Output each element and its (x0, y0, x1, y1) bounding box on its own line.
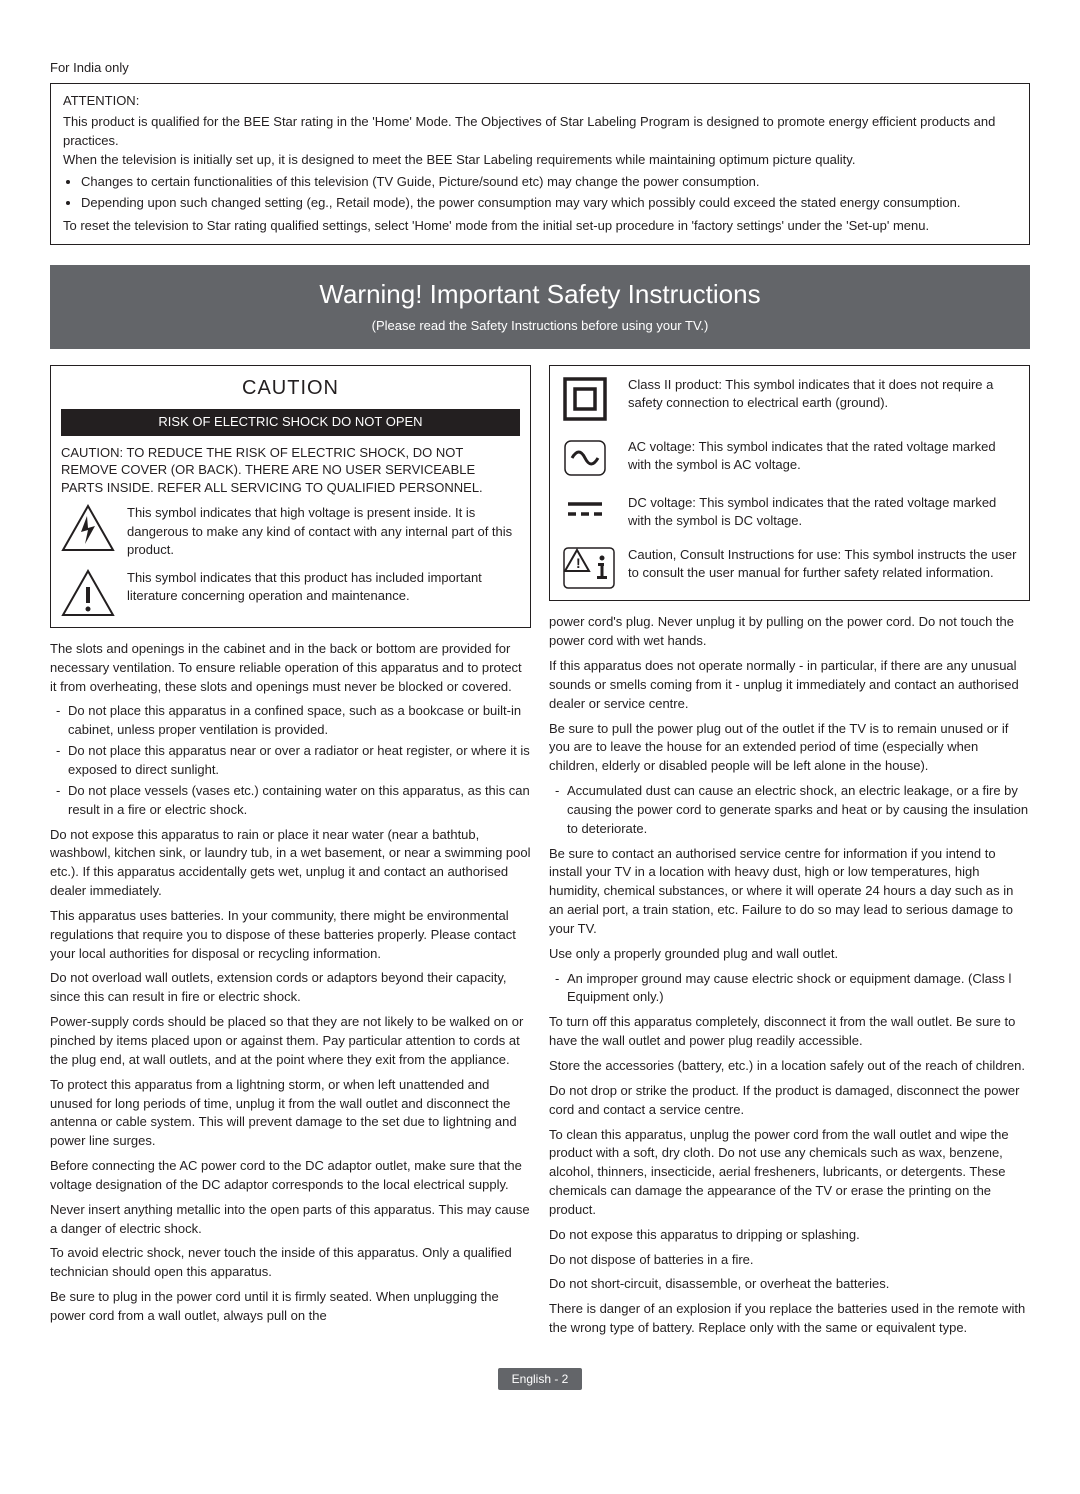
right-p8: Do not drop or strike the product. If th… (549, 1082, 1030, 1120)
warning-title: Warning! Important Safety Instructions (60, 279, 1020, 310)
left-p8: Never insert anything metallic into the … (50, 1201, 531, 1239)
left-body-text: The slots and openings in the cabinet an… (50, 640, 531, 1326)
right-p11: Do not dispose of batteries in a fire. (549, 1251, 1030, 1270)
svg-text:!: ! (576, 555, 581, 571)
left-p1: The slots and openings in the cabinet an… (50, 640, 531, 697)
right-p6: To turn off this apparatus completely, d… (549, 1013, 1030, 1051)
high-voltage-icon (61, 504, 115, 552)
attention-box: ATTENTION: This product is qualified for… (50, 83, 1030, 245)
attention-p2: When the television is initially set up,… (63, 151, 1017, 170)
left-p10: Be sure to plug in the power cord until … (50, 1288, 531, 1326)
dc-voltage-desc: DC voltage: This symbol indicates that t… (628, 494, 1017, 530)
warning-banner: Warning! Important Safety Instructions (… (50, 265, 1030, 349)
left-p2: Do not expose this apparatus to rain or … (50, 826, 531, 901)
right-p5: Use only a properly grounded plug and wa… (549, 945, 1030, 964)
attention-bullet-1: Changes to certain functionalities of th… (81, 173, 1017, 192)
right-body-text: power cord's plug. Never unplug it by pu… (549, 613, 1030, 1338)
consult-icon: ! (562, 546, 616, 590)
right-symbols-box: Class II product: This symbol indicates … (549, 365, 1030, 601)
right-p9: To clean this apparatus, unplug the powe… (549, 1126, 1030, 1220)
left-p7: Before connecting the AC power cord to t… (50, 1157, 531, 1195)
ac-voltage-icon (562, 438, 616, 478)
consult-desc: Caution, Consult Instructions for use: T… (628, 546, 1017, 582)
caution-heading: CAUTION (61, 374, 520, 403)
right-p3: Be sure to pull the power plug out of th… (549, 720, 1030, 777)
page-footer: English - 2 (50, 1368, 1030, 1390)
left-p4: Do not overload wall outlets, extension … (50, 969, 531, 1007)
right-p13: There is danger of an explosion if you r… (549, 1300, 1030, 1338)
risk-bar: RISK OF ELECTRIC SHOCK DO NOT OPEN (61, 409, 520, 436)
right-l1: Accumulated dust can cause an electric s… (549, 782, 1030, 839)
class2-icon (562, 376, 616, 422)
literature-desc: This symbol indicates that this product … (127, 569, 520, 605)
high-voltage-desc: This symbol indicates that high voltage … (127, 504, 520, 559)
literature-icon (61, 569, 115, 617)
left-l1: Do not place this apparatus in a confine… (50, 702, 531, 740)
caution-body-text: CAUTION: TO REDUCE THE RISK OF ELECTRIC … (61, 444, 520, 497)
left-l2: Do not place this apparatus near or over… (50, 742, 531, 780)
attention-p3: To reset the television to Star rating q… (63, 217, 1017, 236)
page-number-badge: English - 2 (498, 1368, 583, 1390)
right-p7: Store the accessories (battery, etc.) in… (549, 1057, 1030, 1076)
attention-bullet-2: Depending upon such changed setting (eg.… (81, 194, 1017, 213)
caution-box: CAUTION RISK OF ELECTRIC SHOCK DO NOT OP… (50, 365, 531, 628)
class2-desc: Class II product: This symbol indicates … (628, 376, 1017, 412)
left-l3: Do not place vessels (vases etc.) contai… (50, 782, 531, 820)
attention-p1: This product is qualified for the BEE St… (63, 113, 1017, 151)
right-l2: An improper ground may cause electric sh… (549, 970, 1030, 1008)
left-p3: This apparatus uses batteries. In your c… (50, 907, 531, 964)
india-only-note: For India only (50, 60, 1030, 75)
left-p5: Power-supply cords should be placed so t… (50, 1013, 531, 1070)
right-p4: Be sure to contact an authorised service… (549, 845, 1030, 939)
right-p10: Do not expose this apparatus to dripping… (549, 1226, 1030, 1245)
warning-subtitle: (Please read the Safety Instructions bef… (60, 318, 1020, 333)
right-p2: If this apparatus does not operate norma… (549, 657, 1030, 714)
left-p9: To avoid electric shock, never touch the… (50, 1244, 531, 1282)
ac-voltage-desc: AC voltage: This symbol indicates that t… (628, 438, 1017, 474)
left-p6: To protect this apparatus from a lightni… (50, 1076, 531, 1151)
attention-title: ATTENTION: (63, 92, 1017, 111)
dc-voltage-icon (562, 494, 616, 524)
right-p1: power cord's plug. Never unplug it by pu… (549, 613, 1030, 651)
right-p12: Do not short-circuit, disassemble, or ov… (549, 1275, 1030, 1294)
